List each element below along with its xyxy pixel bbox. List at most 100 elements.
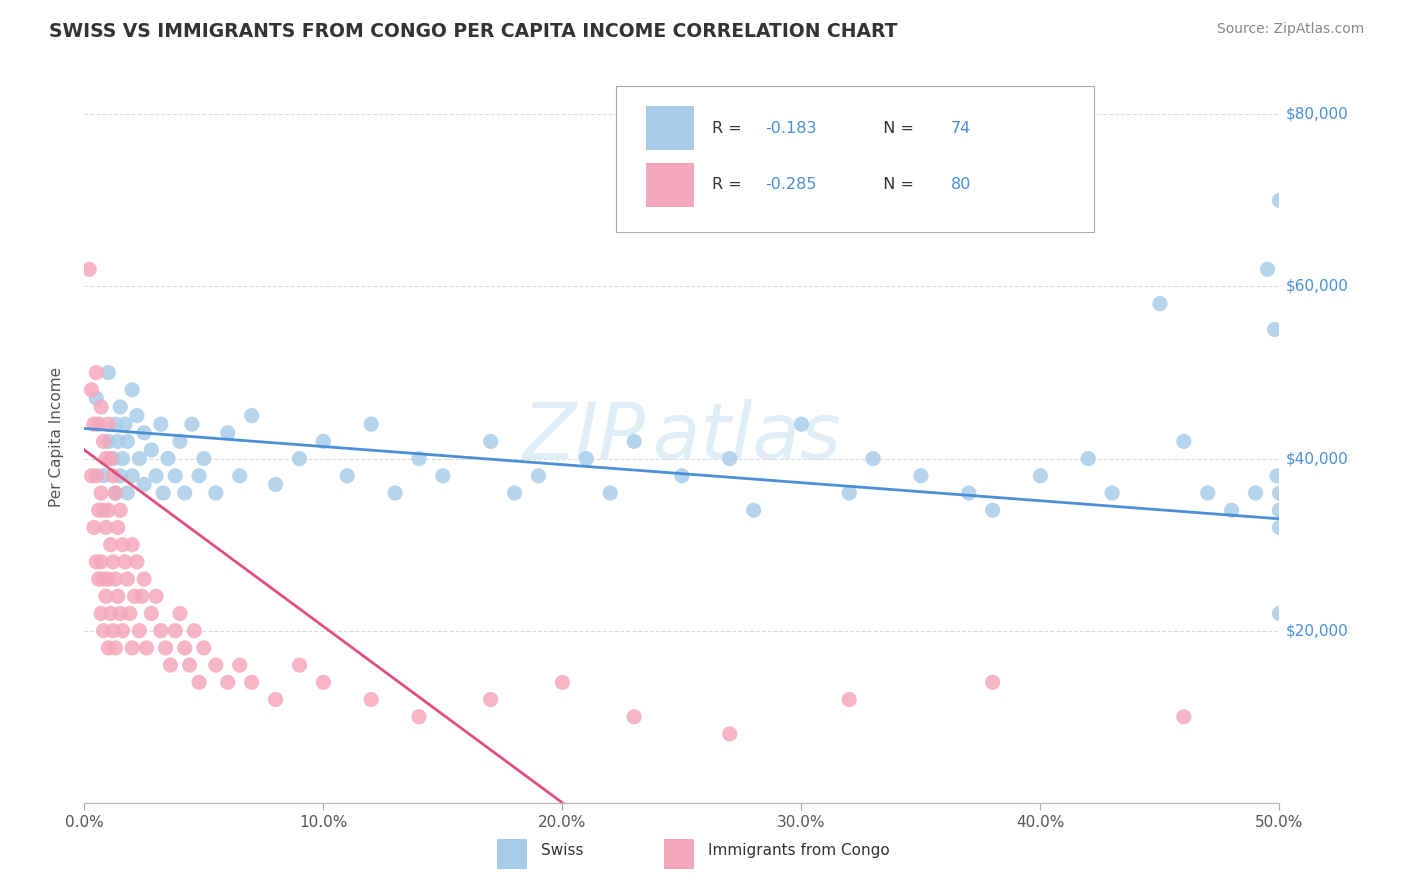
Point bbox=[111, 451, 134, 466]
Point bbox=[155, 640, 177, 655]
Point bbox=[101, 451, 124, 466]
Point bbox=[503, 486, 526, 500]
Point bbox=[97, 572, 120, 586]
Point bbox=[957, 486, 980, 500]
Point bbox=[862, 451, 884, 466]
Text: SWISS VS IMMIGRANTS FROM CONGO PER CAPITA INCOME CORRELATION CHART: SWISS VS IMMIGRANTS FROM CONGO PER CAPIT… bbox=[49, 22, 897, 41]
Point bbox=[1197, 486, 1219, 500]
Text: N =: N = bbox=[873, 121, 920, 136]
FancyBboxPatch shape bbox=[647, 163, 695, 207]
Point bbox=[132, 572, 156, 586]
Point bbox=[86, 366, 108, 380]
Point bbox=[1257, 262, 1279, 277]
Point bbox=[114, 417, 136, 432]
Text: $40,000: $40,000 bbox=[1285, 451, 1348, 467]
Point bbox=[141, 607, 163, 621]
Point bbox=[90, 555, 112, 569]
Point bbox=[165, 624, 187, 638]
Text: Swiss: Swiss bbox=[541, 843, 583, 858]
Point bbox=[125, 409, 148, 423]
Point bbox=[981, 675, 1004, 690]
Point bbox=[408, 710, 430, 724]
Point bbox=[240, 409, 263, 423]
Point bbox=[104, 486, 127, 500]
Point bbox=[101, 555, 124, 569]
Point bbox=[110, 400, 132, 414]
Point bbox=[551, 675, 574, 690]
Point bbox=[718, 451, 741, 466]
Point bbox=[838, 486, 860, 500]
Point bbox=[1101, 486, 1123, 500]
Point bbox=[623, 434, 645, 449]
Point bbox=[94, 451, 117, 466]
Point bbox=[1268, 486, 1291, 500]
Point bbox=[86, 392, 108, 406]
Text: -0.285: -0.285 bbox=[766, 178, 817, 193]
Point bbox=[97, 503, 120, 517]
Point bbox=[1173, 434, 1195, 449]
Point bbox=[910, 468, 932, 483]
Point bbox=[97, 417, 120, 432]
Point bbox=[217, 425, 239, 440]
Point bbox=[205, 486, 228, 500]
Point bbox=[94, 589, 117, 603]
Point bbox=[87, 503, 110, 517]
Point bbox=[152, 486, 174, 500]
Point bbox=[1268, 194, 1291, 208]
Point bbox=[193, 640, 215, 655]
Point bbox=[93, 434, 115, 449]
Point bbox=[131, 589, 153, 603]
Point bbox=[110, 503, 132, 517]
Point bbox=[384, 486, 406, 500]
Point bbox=[1244, 486, 1267, 500]
Point bbox=[90, 486, 112, 500]
Point bbox=[193, 451, 215, 466]
Point bbox=[97, 640, 120, 655]
Point bbox=[169, 434, 191, 449]
Point bbox=[179, 658, 201, 673]
Point bbox=[479, 434, 502, 449]
Point bbox=[623, 710, 645, 724]
Point bbox=[671, 468, 693, 483]
Point bbox=[240, 675, 263, 690]
Point bbox=[1029, 468, 1052, 483]
Point bbox=[141, 442, 163, 457]
Point bbox=[87, 417, 110, 432]
Point bbox=[80, 468, 103, 483]
Point bbox=[86, 468, 108, 483]
Point bbox=[173, 640, 195, 655]
Point bbox=[1268, 520, 1291, 534]
Point bbox=[90, 607, 112, 621]
Point bbox=[181, 417, 204, 432]
Point bbox=[118, 607, 141, 621]
Point bbox=[110, 468, 132, 483]
Point bbox=[790, 417, 813, 432]
Point bbox=[408, 451, 430, 466]
Point bbox=[229, 468, 252, 483]
Text: $60,000: $60,000 bbox=[1285, 279, 1348, 294]
Point bbox=[145, 589, 167, 603]
Point bbox=[264, 692, 287, 706]
Text: Immigrants from Congo: Immigrants from Congo bbox=[709, 843, 890, 858]
Point bbox=[93, 572, 115, 586]
Point bbox=[360, 692, 382, 706]
Point bbox=[145, 468, 167, 483]
Point bbox=[1264, 322, 1286, 336]
Point bbox=[124, 589, 146, 603]
Point bbox=[101, 468, 124, 483]
Point bbox=[188, 675, 211, 690]
Point bbox=[83, 417, 105, 432]
Point bbox=[1268, 607, 1291, 621]
Point bbox=[1220, 503, 1243, 517]
Point bbox=[312, 675, 335, 690]
Text: $80,000: $80,000 bbox=[1285, 107, 1348, 122]
Text: 74: 74 bbox=[950, 121, 972, 136]
Point bbox=[101, 624, 124, 638]
Point bbox=[107, 589, 129, 603]
Point bbox=[312, 434, 335, 449]
Point bbox=[93, 468, 115, 483]
FancyBboxPatch shape bbox=[496, 839, 527, 869]
Text: -0.183: -0.183 bbox=[766, 121, 817, 136]
Point bbox=[111, 538, 134, 552]
Point bbox=[114, 555, 136, 569]
